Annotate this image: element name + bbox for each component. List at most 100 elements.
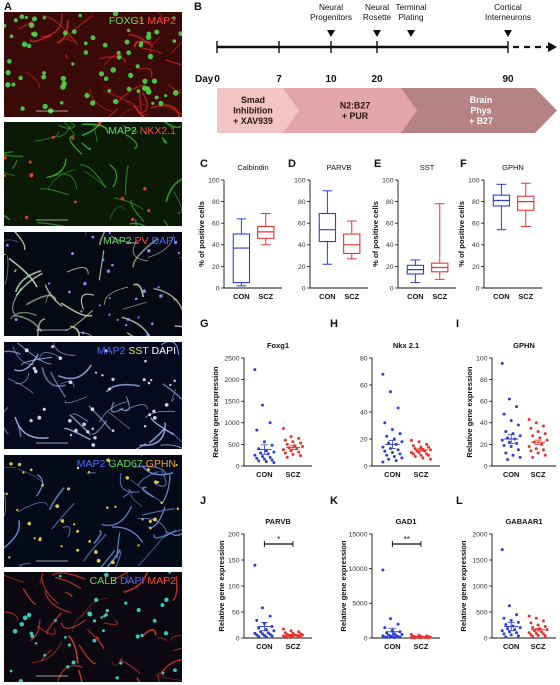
y-tick-label: 50 — [232, 609, 240, 616]
data-point — [285, 455, 289, 459]
fiber-stroke — [161, 136, 168, 144]
data-point — [423, 449, 427, 453]
y-axis-label: Relative gene expression — [211, 366, 220, 458]
data-point — [541, 619, 545, 623]
fiber-stroke — [132, 242, 148, 262]
fiber-stroke — [108, 411, 131, 430]
data-point — [297, 450, 301, 454]
nucleus-dot — [128, 72, 134, 78]
box-iqr — [318, 212, 337, 243]
fiber-stroke — [86, 471, 96, 475]
data-point — [385, 631, 389, 635]
nucleus-dot — [124, 323, 128, 327]
fiber-stroke — [172, 532, 182, 536]
y-tick-label: 40 — [472, 242, 480, 249]
nucleus-dot — [43, 653, 47, 657]
data-point — [529, 621, 533, 625]
fiber-stroke — [173, 298, 179, 302]
data-point — [531, 455, 535, 459]
y-tick-label: 100 — [476, 355, 488, 362]
nucleus-dot — [66, 665, 70, 669]
data-point — [421, 456, 425, 460]
nucleus-dot — [115, 676, 119, 680]
stain-label: MAP2 PV DAPI — [103, 235, 176, 247]
fiber-stroke — [4, 152, 24, 158]
nucleus-dot — [142, 289, 146, 294]
data-point — [504, 451, 508, 455]
fiber-stroke — [150, 417, 175, 436]
nucleus-dot — [98, 304, 101, 307]
data-point — [390, 428, 394, 432]
y-tick-label: 20 — [298, 264, 306, 271]
data-point — [527, 614, 531, 618]
panel-letter-g: G — [200, 318, 209, 330]
nucleus-dot — [169, 383, 172, 387]
nucleus-dot — [157, 286, 160, 289]
data-point — [255, 456, 259, 460]
fiber-stroke — [133, 283, 145, 298]
nucleus-dot — [164, 597, 169, 602]
x-category-label: CON — [503, 470, 519, 479]
fiber-stroke — [40, 13, 63, 38]
nucleus-dot — [152, 409, 156, 413]
nucleus-dot — [126, 86, 132, 92]
nucleus-dot — [51, 135, 55, 139]
data-point — [428, 448, 432, 452]
data-point — [253, 453, 257, 457]
data-point — [257, 626, 261, 630]
data-point — [253, 368, 257, 372]
data-point — [264, 460, 268, 464]
data-point — [543, 453, 547, 457]
fiber-stroke — [137, 470, 159, 486]
y-tick-label: 200 — [228, 531, 240, 538]
nucleus-dot — [72, 29, 77, 35]
nucleus-dot — [110, 67, 117, 73]
data-point — [300, 633, 304, 637]
x-category-label: SCZ — [286, 642, 301, 651]
y-axis-label: Relative gene expression — [459, 540, 468, 632]
data-point — [270, 458, 274, 462]
nucleus-dot — [29, 418, 33, 423]
nucleus-dot — [84, 92, 90, 99]
data-point — [425, 442, 429, 446]
x-category-label: SCZ — [518, 292, 533, 301]
y-tick-label: 1500 — [224, 399, 239, 406]
nucleus-dot — [120, 196, 125, 201]
fiber-stroke — [165, 530, 182, 536]
data-point — [264, 635, 268, 639]
milestone-label: Terminal — [396, 3, 427, 12]
nucleus-dot — [143, 425, 147, 428]
fiber-stroke — [4, 214, 11, 221]
fiber-stroke — [124, 165, 129, 195]
stain-label: CALB DAPI MAP2 — [90, 575, 177, 587]
data-point — [383, 449, 387, 453]
nucleus-dot — [146, 333, 150, 336]
nucleus-dot — [101, 258, 105, 261]
nucleus-dot — [78, 13, 82, 18]
nucleus-dot — [142, 78, 148, 84]
fiber-stroke — [4, 255, 9, 285]
nucleus-dot — [60, 545, 63, 548]
stain-label-part: MAP2 — [144, 15, 176, 27]
data-point — [413, 635, 417, 639]
nucleus-dot — [18, 678, 23, 682]
data-point — [388, 446, 392, 450]
nucleus-dot — [111, 263, 114, 267]
nucleus-dot — [158, 100, 164, 106]
nucleus-dot — [116, 50, 121, 55]
nucleus-dot — [145, 34, 152, 40]
fiber-stroke — [53, 343, 76, 357]
nucleus-dot — [154, 480, 158, 484]
fiber-stroke — [83, 533, 107, 562]
data-point — [516, 620, 520, 624]
panel-letter-b: B — [194, 1, 202, 13]
data-point — [264, 628, 268, 632]
fiber-stroke — [133, 465, 168, 475]
data-point — [529, 426, 533, 430]
fiber-stroke — [147, 235, 174, 258]
data-point — [285, 632, 289, 636]
data-point — [518, 455, 522, 459]
nucleus-dot — [149, 526, 152, 530]
nucleus-dot — [153, 517, 157, 522]
x-category-label: CON — [503, 642, 519, 651]
